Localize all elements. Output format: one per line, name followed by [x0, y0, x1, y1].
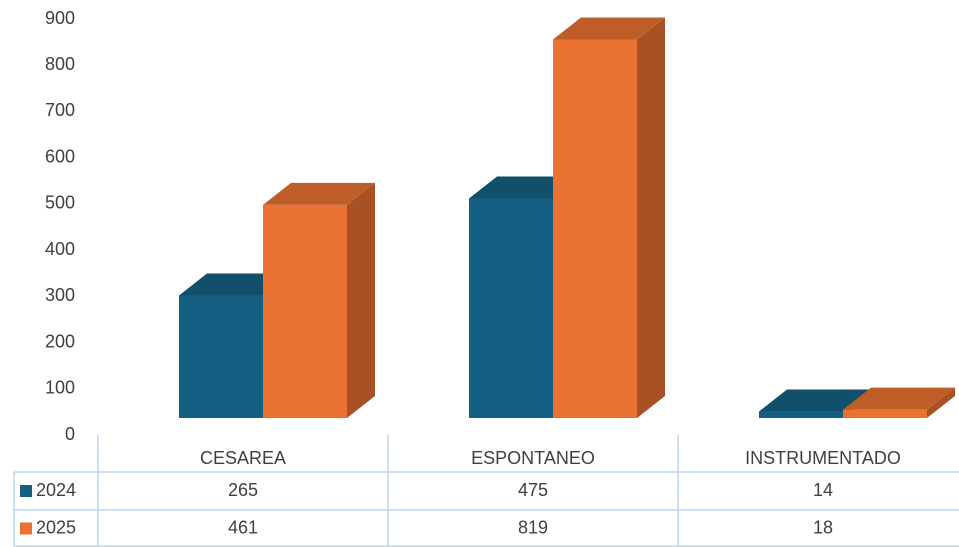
bar-top — [553, 17, 665, 40]
y-tick-label: 600 — [45, 146, 75, 166]
data-label: 265 — [228, 480, 258, 500]
bar-side — [637, 17, 665, 418]
y-tick-label: 100 — [45, 378, 75, 398]
bar-top — [759, 389, 871, 412]
data-label: 18 — [813, 517, 833, 537]
y-tick-label: 900 — [45, 8, 75, 28]
y-tick-label: 500 — [45, 193, 75, 213]
x-tick-label: CESAREA — [200, 448, 286, 468]
data-label: 475 — [518, 480, 548, 500]
x-tick-label: INSTRUMENTADO — [745, 448, 901, 468]
x-tick-label: ESPONTANEO — [471, 448, 595, 468]
y-tick-label: 800 — [45, 54, 75, 74]
y-tick-label: 700 — [45, 100, 75, 120]
y-tick-label: 400 — [45, 239, 75, 259]
bar-side — [347, 182, 375, 418]
data-label: 461 — [228, 517, 258, 537]
y-tick-label: 0 — [65, 424, 75, 444]
y-tick-label: 200 — [45, 331, 75, 351]
bar — [843, 409, 927, 418]
data-label: 819 — [518, 517, 548, 537]
bar — [263, 204, 347, 418]
bar — [469, 198, 553, 418]
bar-top — [263, 182, 375, 205]
bar — [179, 295, 263, 418]
y-tick-label: 300 — [45, 285, 75, 305]
bar — [553, 39, 637, 418]
bar-side — [927, 387, 955, 418]
legend-swatch — [20, 522, 32, 535]
data-label: 14 — [813, 480, 833, 500]
legend-swatch — [20, 485, 32, 497]
legend-label: 2025 — [36, 517, 76, 537]
bar-top — [843, 387, 955, 410]
bar — [759, 411, 843, 418]
legend-label: 2024 — [36, 480, 76, 500]
